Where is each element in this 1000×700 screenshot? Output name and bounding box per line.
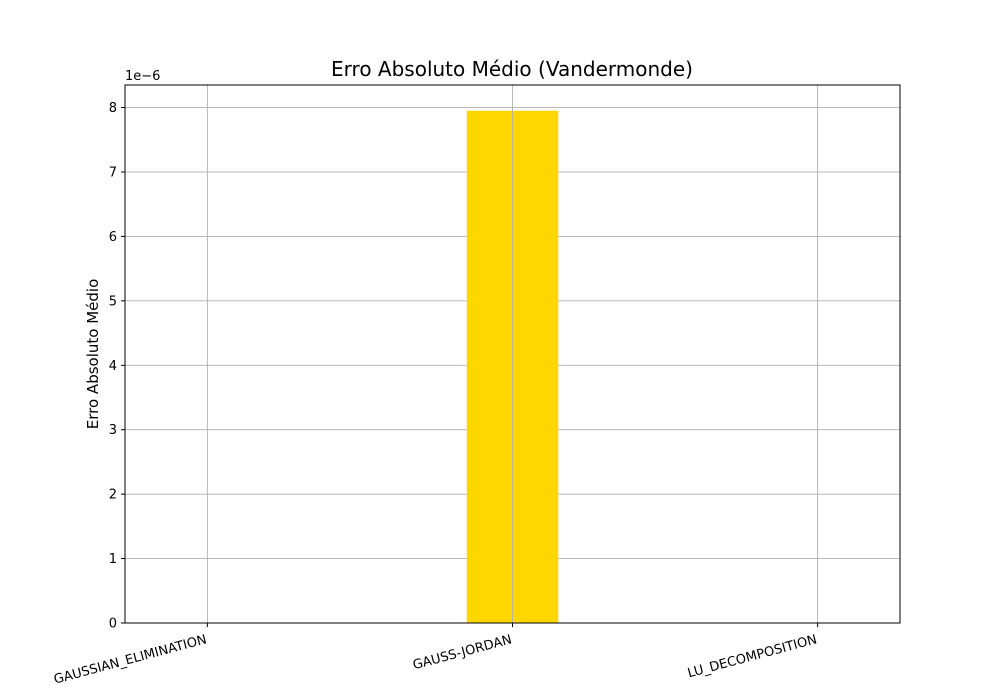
y-tick-label: 5	[109, 294, 117, 309]
y-tick-label: 1	[109, 552, 117, 567]
x-ticks: GAUSSIAN_ELIMINATION GAUSS-JORDAN LU_DECOM…	[52, 623, 819, 688]
y-tick-label: 6	[109, 230, 117, 245]
y-axis-label: Erro Absoluto Médio	[84, 279, 102, 429]
x-grid-layer	[206, 85, 819, 623]
x-tick-label: GAUSSIAN_ELIMINATION	[52, 632, 208, 687]
x-tick-label: GAUSS-JORDAN	[411, 632, 513, 673]
y-tick-label: 7	[109, 165, 117, 180]
x-tick-label: LU_DECOMPOSITION	[686, 632, 819, 681]
y-tick-label: 4	[109, 359, 117, 374]
y-tick-label: 2	[109, 488, 117, 503]
y-tick-label: 3	[109, 423, 117, 438]
y-tick-label: 0	[109, 617, 117, 632]
y-axis-offset-label: 1e−6	[125, 69, 160, 84]
chart-title: Erro Absoluto Médio (Vandermonde)	[331, 57, 693, 81]
y-ticks: 0 1 2 3 4 5 6 7 8	[109, 101, 125, 632]
y-tick-label: 8	[109, 101, 117, 116]
